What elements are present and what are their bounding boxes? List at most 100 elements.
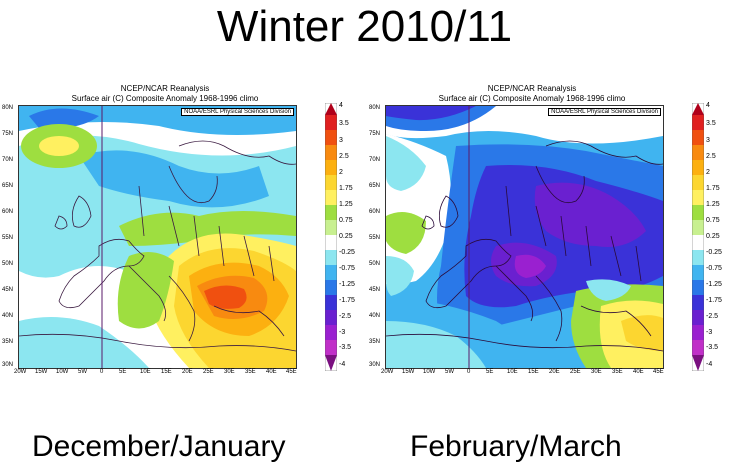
colorbar — [325, 103, 337, 371]
colorbar-tick-label: 4 — [339, 102, 343, 109]
colorbar-tick-label: -0.75 — [339, 265, 355, 272]
colorbar-tick-label: -4 — [706, 361, 713, 368]
colorbar-tick-label: 2.5 — [339, 153, 349, 160]
colorbar-tick-label: -1.75 — [706, 297, 722, 304]
lon-label: 5W — [445, 369, 454, 375]
caption-december-january: December/January — [32, 430, 286, 463]
lon-label: 40E — [266, 369, 277, 375]
lon-label: 5E — [119, 369, 127, 375]
colorbar-tick-label: -1.75 — [339, 297, 355, 304]
lon-label: 35E — [245, 369, 256, 375]
map-header-source: NCEP/NCAR Reanalysis — [120, 84, 210, 93]
colorbar-tick-label: 0.25 — [339, 233, 353, 240]
colorbar-tick-label: 0.75 — [706, 217, 720, 224]
lat-label: 80N — [2, 105, 14, 111]
lat-label: 80N — [369, 105, 381, 111]
colorbar-tick-label: -3.5 — [706, 344, 719, 351]
lat-label: 40N — [2, 313, 14, 319]
map-header-variable: Surface air (C) Composite Anomaly 1968-1… — [71, 94, 259, 103]
colorbar-tick-label: -0.25 — [339, 249, 355, 256]
colorbar-tick-label: 2 — [706, 169, 710, 176]
lat-label: 65N — [369, 183, 381, 189]
lat-label: 60N — [369, 209, 381, 215]
anomaly-map-image — [386, 106, 663, 368]
lon-label: 20E — [549, 369, 560, 375]
lon-label: 20E — [182, 369, 193, 375]
colorbar-tick-label: 2 — [339, 169, 343, 176]
colorbar-tick-label: -3 — [706, 329, 713, 336]
map-panel-december-january: NCEP/NCAR Reanalysis Surface air (C) Com… — [0, 78, 360, 378]
lon-label: 40E — [633, 369, 644, 375]
colorbar-tick-label: -3.5 — [339, 344, 352, 351]
colorbar-tick-label: -1.25 — [706, 281, 722, 288]
colorbar-tick-label: 1.25 — [339, 201, 353, 208]
colorbar-tick-label: -4 — [339, 361, 346, 368]
caption-february-march: February/March — [410, 430, 622, 463]
lon-label: 15E — [161, 369, 172, 375]
colorbar — [692, 103, 704, 371]
colorbar-tick-label: -2.5 — [339, 313, 352, 320]
lat-label: 75N — [369, 131, 381, 137]
lon-label: 15E — [528, 369, 539, 375]
lat-label: 45N — [369, 287, 381, 293]
lat-label: 50N — [2, 261, 14, 267]
colorbar-tick-label: 0.25 — [706, 233, 720, 240]
lat-label: 60N — [2, 209, 14, 215]
colorbar-tick-label: -2.5 — [706, 313, 719, 320]
colorbar-tick-label: -1.25 — [339, 281, 355, 288]
colorbar-tick-label: 3.5 — [339, 120, 349, 127]
colorbar-tick-label: 3 — [339, 137, 343, 144]
lon-label: 10E — [140, 369, 151, 375]
lat-label: 55N — [2, 235, 14, 241]
lon-label: 20W — [381, 369, 394, 375]
page-title: Winter 2010/11 — [216, 2, 513, 51]
colorbar-tick-label: -3 — [339, 329, 346, 336]
colorbar-tick-label: 1.75 — [339, 185, 353, 192]
lat-label: 45N — [2, 287, 14, 293]
lat-label: 50N — [369, 261, 381, 267]
lon-label: 10W — [423, 369, 436, 375]
lon-label: 0 — [100, 369, 104, 375]
map-panel-february-march: NCEP/NCAR Reanalysis Surface air (C) Com… — [367, 78, 727, 378]
map-header-source: NCEP/NCAR Reanalysis — [487, 84, 577, 93]
colorbar-tick-label: 1.25 — [706, 201, 720, 208]
lon-label: 10W — [56, 369, 69, 375]
lon-label: 10E — [507, 369, 518, 375]
lon-label: 20W — [14, 369, 27, 375]
colorbar-tick-label: 4 — [706, 102, 710, 109]
colorbar-tick-label: 0.75 — [339, 217, 353, 224]
lon-label: 30E — [591, 369, 602, 375]
lon-label: 30E — [224, 369, 235, 375]
lat-label: 55N — [369, 235, 381, 241]
anomaly-map: NOAA/ESRL Physical Sciences Division — [385, 105, 664, 369]
lon-label: 0 — [467, 369, 471, 375]
lat-label: 30N — [2, 362, 14, 368]
lat-label: 35N — [2, 339, 14, 345]
map-credit: NOAA/ESRL Physical Sciences Division — [181, 108, 294, 116]
anomaly-map: NOAA/ESRL Physical Sciences Division — [18, 105, 297, 369]
map-header-variable: Surface air (C) Composite Anomaly 1968-1… — [438, 94, 626, 103]
colorbar-tick-label: -0.25 — [706, 249, 722, 256]
anomaly-map-image — [19, 106, 296, 368]
lon-label: 25E — [570, 369, 581, 375]
colorbar-tick-label: 3.5 — [706, 120, 716, 127]
lon-label: 5E — [486, 369, 494, 375]
lon-label: 5W — [78, 369, 87, 375]
lat-label: 35N — [369, 339, 381, 345]
lat-label: 70N — [369, 157, 381, 163]
lat-label: 70N — [2, 157, 14, 163]
lat-label: 65N — [2, 183, 14, 189]
colorbar-tick-label: -0.75 — [706, 265, 722, 272]
colorbar-tick-label: 1.75 — [706, 185, 720, 192]
map-credit: NOAA/ESRL Physical Sciences Division — [548, 108, 661, 116]
lon-label: 35E — [612, 369, 623, 375]
lon-label: 45E — [653, 369, 664, 375]
lat-label: 75N — [2, 131, 14, 137]
lon-label: 45E — [286, 369, 297, 375]
lat-label: 30N — [369, 362, 381, 368]
lon-label: 15W — [35, 369, 48, 375]
lon-label: 25E — [203, 369, 214, 375]
lat-label: 40N — [369, 313, 381, 319]
lon-label: 15W — [402, 369, 415, 375]
colorbar-tick-label: 3 — [706, 137, 710, 144]
